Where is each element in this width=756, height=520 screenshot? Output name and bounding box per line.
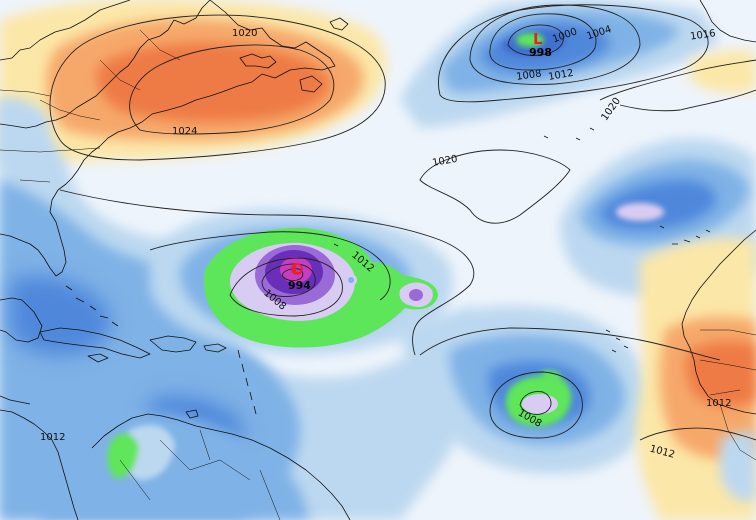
- isobar-label: 1012: [706, 398, 731, 409]
- isobar-label: 1012: [40, 432, 65, 443]
- low-pressure-north: L 998: [529, 30, 552, 59]
- low-pressure-value: 994: [288, 279, 311, 292]
- isobar-label: 1016: [690, 28, 717, 42]
- isobar-label: 1024: [172, 126, 197, 137]
- isobars: [49, 4, 756, 441]
- coast-africa: [681, 229, 756, 415]
- low-pressure-value: 998: [529, 46, 552, 59]
- hurricane-eye-icon: [291, 263, 303, 275]
- coast-north-america: [0, 0, 336, 277]
- coast-cuba: [39, 327, 151, 359]
- isobar-label: 1008: [516, 68, 543, 82]
- low-marker-letter: L: [292, 260, 302, 278]
- low-pressure-hurricane: L 994: [288, 260, 311, 292]
- coast-south-america: [91, 413, 351, 520]
- isobar-label: 1012: [547, 68, 574, 83]
- shade-northeast-high: [0, 0, 386, 163]
- low-marker-letter: L: [533, 30, 543, 48]
- shade-west-africa: [636, 50, 756, 520]
- shade-south-america: [40, 411, 310, 520]
- isobar-label: 1020: [431, 154, 458, 169]
- isobar-label: 1020: [232, 28, 257, 39]
- shade-hurricane: [150, 209, 453, 356]
